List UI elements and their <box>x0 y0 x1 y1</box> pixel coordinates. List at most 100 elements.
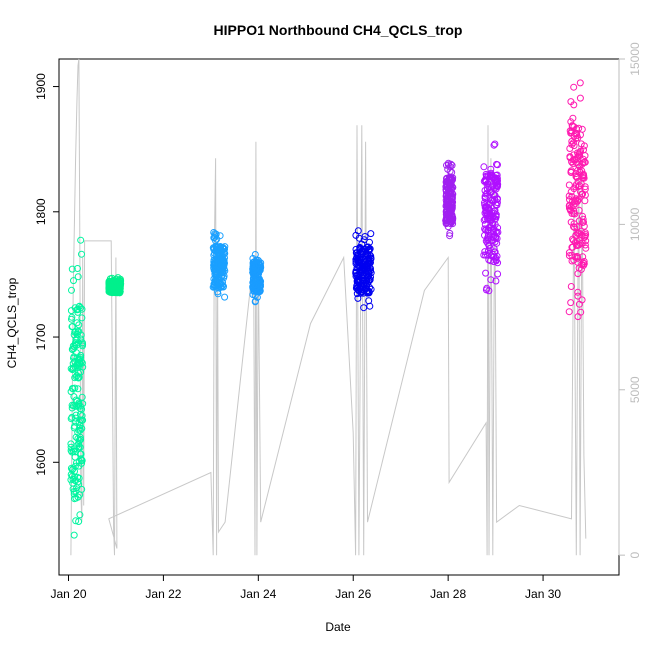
data-point <box>250 262 257 270</box>
data-point <box>75 480 83 488</box>
data-point <box>446 232 454 240</box>
data-point <box>74 265 81 272</box>
data-point <box>579 259 587 267</box>
data-point <box>355 270 363 278</box>
data-point <box>485 256 493 264</box>
data-point <box>366 259 373 267</box>
data-point <box>446 203 454 211</box>
data-point <box>567 283 575 290</box>
data-point <box>71 374 79 382</box>
data-point <box>566 127 574 135</box>
data-point <box>220 245 228 252</box>
data-point <box>487 196 494 204</box>
data-point <box>361 245 369 253</box>
data-point <box>79 342 86 350</box>
data-point <box>483 199 491 207</box>
data-point <box>442 214 450 221</box>
data-point <box>574 149 581 157</box>
data-point <box>75 321 83 329</box>
data-point <box>76 426 84 434</box>
data-point <box>77 304 85 312</box>
data-point <box>256 287 264 295</box>
data-point <box>566 145 574 152</box>
data-point <box>354 227 362 235</box>
data-point <box>447 160 455 168</box>
data-point <box>489 226 497 234</box>
data-point <box>565 192 573 200</box>
data-point <box>366 238 373 246</box>
data-point <box>573 130 581 138</box>
data-point <box>211 232 219 240</box>
data-point <box>221 254 228 262</box>
data-point <box>569 139 577 147</box>
data-point <box>251 298 259 306</box>
data-point <box>75 457 83 465</box>
x-tick-label: Jan 30 <box>525 587 561 601</box>
data-point <box>443 178 451 186</box>
data-point <box>567 168 575 176</box>
data-point <box>483 189 491 197</box>
data-point <box>68 323 76 331</box>
data-point <box>485 242 493 250</box>
data-point <box>365 255 373 263</box>
data-point <box>573 174 581 181</box>
data-point <box>75 440 83 448</box>
data-point <box>576 94 584 102</box>
data-point <box>71 495 78 503</box>
data-point <box>72 517 80 525</box>
data-point <box>213 245 221 253</box>
data-point <box>353 277 361 284</box>
data-point <box>354 294 362 302</box>
data-point <box>362 268 370 276</box>
x-tick-label: Jan 22 <box>145 587 181 601</box>
data-point <box>572 170 580 178</box>
data-point <box>251 291 259 299</box>
data-point <box>574 292 582 300</box>
data-point <box>360 280 368 287</box>
data-point <box>69 402 77 410</box>
data-point <box>491 248 498 256</box>
y-tick-label: 1900 <box>34 73 48 100</box>
data-point <box>580 234 588 241</box>
data-point <box>69 360 77 368</box>
data-point <box>494 270 502 278</box>
chart-title: HIPPO1 Northbound CH4_QCLS_trop <box>214 22 463 38</box>
data-point <box>492 234 500 242</box>
data-point <box>581 191 589 199</box>
data-point <box>577 180 585 188</box>
y2-tick-label: 5000 <box>628 376 642 403</box>
series-4 <box>249 251 265 306</box>
data-point <box>218 261 226 269</box>
data-point <box>447 188 455 196</box>
data-point <box>68 265 76 273</box>
data-point <box>480 163 488 171</box>
data-point <box>569 235 577 243</box>
data-point <box>360 304 368 312</box>
y-tick-label: 1800 <box>34 198 48 225</box>
data-point <box>580 142 588 150</box>
data-point <box>212 266 220 274</box>
series-8 <box>565 79 590 321</box>
data-point <box>354 277 362 285</box>
data-point <box>114 278 122 286</box>
data-point <box>572 135 580 143</box>
data-point <box>218 271 226 279</box>
y-axis-label: CH4_QCLS_trop <box>5 277 19 368</box>
data-point <box>249 265 257 273</box>
altitude-trace-layer <box>70 58 587 556</box>
data-point <box>68 286 75 294</box>
data-point <box>75 518 83 525</box>
data-point <box>579 212 586 220</box>
data-point <box>78 393 86 401</box>
data-point <box>568 141 576 148</box>
data-point <box>212 230 220 238</box>
data-point <box>116 287 124 295</box>
data-point <box>577 188 584 196</box>
data-point <box>491 140 499 148</box>
data-point <box>570 83 578 91</box>
data-point <box>573 229 581 237</box>
data-point <box>487 276 495 284</box>
series-7 <box>480 140 502 295</box>
data-point <box>487 216 495 224</box>
